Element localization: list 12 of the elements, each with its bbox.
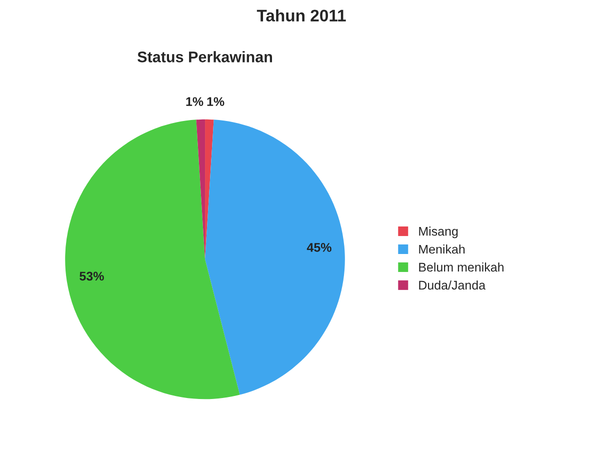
chart-title: Tahun 2011 [256, 9, 346, 22]
pie-slice [205, 120, 345, 395]
data-label: 45% [306, 243, 332, 252]
pie-slice [65, 120, 240, 400]
legend-label: Misang [419, 226, 458, 238]
data-label: 1% [186, 97, 204, 106]
legend-label: Belum menikah [419, 262, 504, 272]
legend-label: Menikah [419, 244, 465, 254]
legend-label: Duda/Janda [419, 280, 486, 290]
data-label: 53% [80, 272, 104, 281]
data-label: 1% [207, 97, 224, 106]
chart-subtitle: Status Perkawinan [138, 51, 272, 62]
